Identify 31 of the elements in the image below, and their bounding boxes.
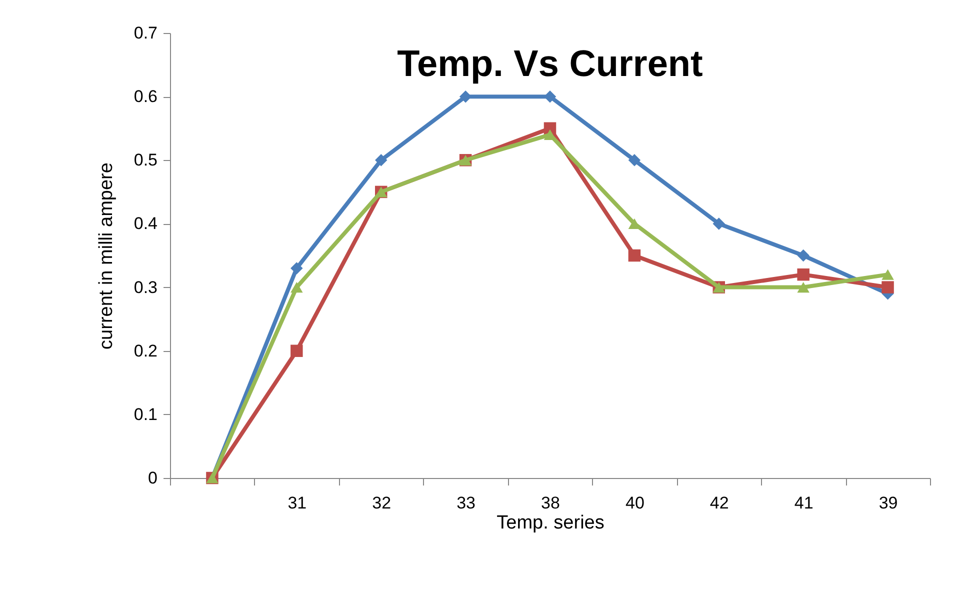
y-tick-label: 0.7 bbox=[134, 24, 158, 42]
x-tick-label: 39 bbox=[878, 494, 898, 512]
point bbox=[628, 249, 641, 262]
point bbox=[882, 281, 894, 294]
point bbox=[290, 262, 303, 274]
x-tick-label: 38 bbox=[541, 494, 560, 512]
y-axis-title: current in milli ampere bbox=[96, 162, 117, 350]
x-tick-label: 40 bbox=[625, 494, 644, 512]
x-axis-title: Temp. series bbox=[496, 512, 604, 534]
point bbox=[290, 282, 303, 293]
x-tick-label: 42 bbox=[710, 494, 729, 512]
point bbox=[374, 154, 388, 166]
point bbox=[797, 249, 810, 262]
point bbox=[797, 282, 810, 293]
x-tick-label: 41 bbox=[794, 494, 814, 512]
point bbox=[712, 218, 726, 230]
y-tick-label: 0.4 bbox=[134, 214, 158, 234]
point bbox=[290, 344, 303, 357]
point bbox=[882, 269, 894, 280]
x-tick-label: 33 bbox=[456, 494, 476, 512]
point bbox=[628, 154, 641, 166]
y-tick-label: 0 bbox=[148, 468, 158, 488]
y-tick-label: 0.5 bbox=[134, 150, 158, 170]
x-tick-label: 32 bbox=[372, 494, 392, 512]
y-tick-label: 0.6 bbox=[134, 87, 158, 106]
y-tick-label: 0.1 bbox=[134, 404, 158, 424]
x-tick-label: 31 bbox=[288, 494, 307, 512]
point bbox=[797, 268, 810, 281]
y-tick-label: 0.3 bbox=[134, 278, 158, 297]
chart-title: Temp. Vs Current bbox=[397, 43, 703, 84]
y-tick-label: 0.2 bbox=[134, 341, 158, 360]
